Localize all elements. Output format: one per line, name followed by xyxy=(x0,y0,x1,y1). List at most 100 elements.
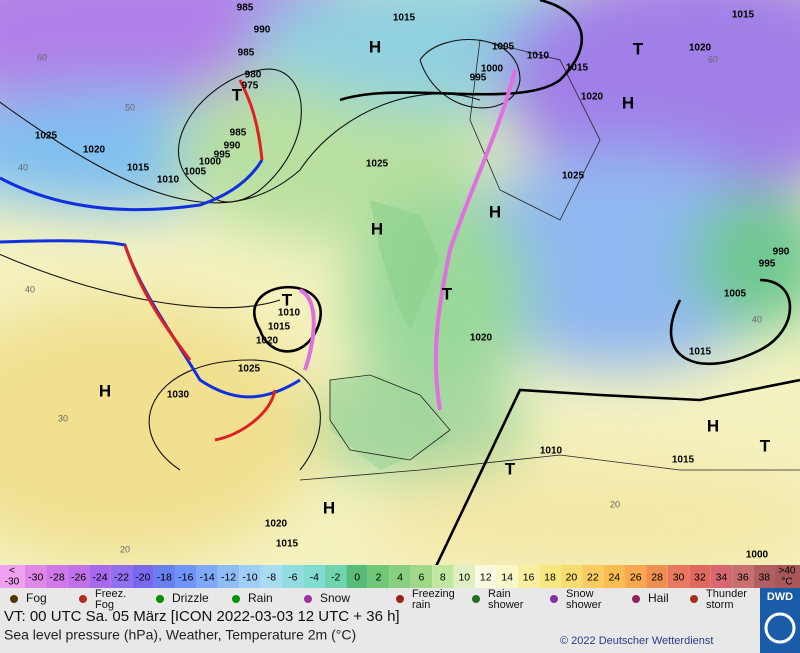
isobar-label: 995 xyxy=(470,73,487,84)
isotherm-label: 40 xyxy=(18,162,28,172)
legend-icon xyxy=(10,595,18,603)
map: 9859909859809759859909951000100510101015… xyxy=(0,0,800,565)
isobar-label: 1020 xyxy=(581,92,604,103)
scale-label: -20 xyxy=(135,571,150,583)
scale-label: 6 xyxy=(419,571,425,583)
scale-label: 26 xyxy=(630,571,642,583)
scale-cell xyxy=(46,565,68,588)
scale-label: < xyxy=(9,566,15,577)
legend-label: Rain xyxy=(248,591,273,605)
pressure-center: H xyxy=(489,202,501,221)
temperature-scale: <-30 -30 -28 -26 -24 -22 -20 -18 -16 -14 -12 -10 -8-… xyxy=(0,565,800,588)
scale-label: 8 xyxy=(440,571,446,583)
scale-cell xyxy=(153,565,175,588)
scale-label: 10 xyxy=(458,571,470,583)
scale-cell xyxy=(560,565,583,588)
isobar-label: 990 xyxy=(254,25,271,36)
pressure-center: T xyxy=(505,459,516,478)
valid-time: VT: 00 UTC Sa. 05 März [ICON 2022-03-03 … xyxy=(4,608,400,625)
scale-label: 24 xyxy=(608,571,620,583)
scale-label: -30 xyxy=(5,577,20,588)
scale-cell xyxy=(389,565,411,588)
isobar-label: 1010 xyxy=(540,446,563,457)
scale-cell xyxy=(67,565,90,588)
logo-text: DWD xyxy=(767,591,793,603)
isobar-label: 1015 xyxy=(672,455,695,466)
scale-label: -2 xyxy=(331,571,340,583)
pressure-center: H xyxy=(707,416,719,435)
scale-label: -6 xyxy=(288,571,297,583)
scale-label: 28 xyxy=(651,571,663,583)
scale-cell xyxy=(0,565,25,588)
scale-cell xyxy=(110,565,133,588)
legend-label: Fog xyxy=(26,591,47,605)
scale-label: -16 xyxy=(178,571,193,583)
scale-label: -28 xyxy=(50,571,65,583)
legend-label: Hail xyxy=(648,591,669,605)
legend-label: shower xyxy=(488,599,524,611)
isobar-label: 1000 xyxy=(746,550,769,561)
isotherm-label: 60 xyxy=(708,54,718,64)
scale-cell xyxy=(517,565,540,588)
pressure-center: H xyxy=(622,93,634,112)
scale-label: -14 xyxy=(200,571,215,583)
scale-label: -26 xyxy=(71,571,86,583)
isobar-label: 1015 xyxy=(268,322,291,333)
legend-icon xyxy=(550,595,558,603)
scale-label: -10 xyxy=(242,571,257,583)
weather-legend: Fog Freez.Fog Drizzle Rain Snow FreezingrainR… xyxy=(10,588,747,611)
isobar-label: 1015 xyxy=(127,163,150,174)
isobar-label: 1015 xyxy=(393,13,416,24)
isobar-label: 985 xyxy=(230,128,247,139)
pressure-center: T xyxy=(633,39,644,58)
isotherm-label: 30 xyxy=(58,413,68,423)
scale-label: 20 xyxy=(566,571,578,583)
isobar-label: 1010 xyxy=(527,51,550,62)
scale-cell xyxy=(89,565,111,588)
scale-label: 36 xyxy=(737,571,749,583)
scale-label: 2 xyxy=(376,571,382,583)
isobar-label: 995 xyxy=(759,259,776,270)
isobar-label: 980 xyxy=(245,70,262,81)
legend-label: shower xyxy=(566,599,602,611)
scale-label: >40 xyxy=(779,566,796,577)
scale-cell xyxy=(710,565,733,588)
legend-label: Snow xyxy=(320,591,350,605)
scale-cell xyxy=(496,565,518,588)
pressure-center: T xyxy=(760,436,771,455)
isobar-label: 1005 xyxy=(492,42,515,53)
pressure-center: H xyxy=(369,37,381,56)
scale-cell xyxy=(775,565,800,588)
scale-cell xyxy=(582,565,604,588)
isobar-label: 1020 xyxy=(265,519,288,530)
isotherm-label: 20 xyxy=(120,544,130,554)
isobar-label: 990 xyxy=(224,141,241,152)
scale-label: 32 xyxy=(694,571,706,583)
scale-label: -8 xyxy=(267,571,276,583)
legend-label: Freezing xyxy=(412,588,455,600)
scale-label: -22 xyxy=(114,571,129,583)
legend-icon xyxy=(690,595,698,603)
scale-cell xyxy=(453,565,475,588)
isobar-label: 1025 xyxy=(35,131,58,142)
scale-cell xyxy=(732,565,754,588)
scale-cell xyxy=(25,565,47,588)
scale-label: 30 xyxy=(673,571,685,583)
scale-cell xyxy=(175,565,197,588)
isobar-label: 1015 xyxy=(689,347,712,358)
legend-label: Freez. xyxy=(95,588,126,600)
legend-label: rain xyxy=(412,599,430,611)
map-description: Sea level pressure (hPa), Weather, Tempe… xyxy=(4,627,356,643)
isobar-label: 1015 xyxy=(732,10,755,21)
isobar-label: 1005 xyxy=(724,289,747,300)
isobar-label: 1010 xyxy=(157,175,180,186)
legend-label: Snow xyxy=(566,588,594,600)
scale-cell xyxy=(346,565,368,588)
isobar-label: 1000 xyxy=(199,157,222,168)
legend-label: Rain xyxy=(488,588,511,600)
logo-icon xyxy=(764,612,796,644)
legend-label: Thunder xyxy=(706,588,747,600)
scale-cell xyxy=(303,565,325,588)
scale-cell xyxy=(239,565,261,588)
